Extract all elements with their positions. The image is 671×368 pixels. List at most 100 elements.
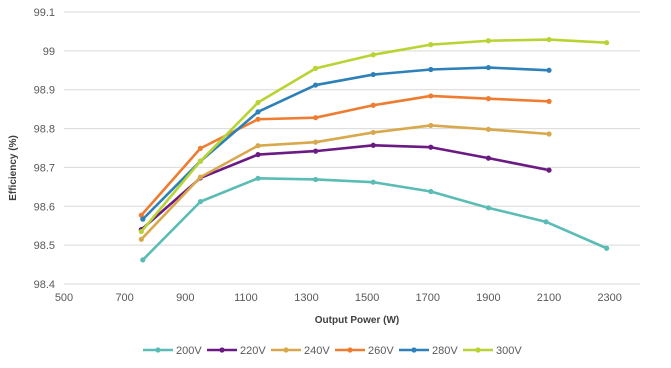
data-point [428, 188, 434, 195]
grid-lines [64, 11, 640, 285]
data-point [313, 82, 319, 88]
data-point [138, 228, 144, 235]
x-tick-label: 1300 [294, 292, 318, 304]
legend-label: 240V [304, 345, 330, 357]
legend-item: 260V [335, 345, 394, 357]
legend-item: 240V [271, 345, 330, 357]
legend-label: 200V [176, 345, 202, 357]
y-tick-label: 98.6 [34, 201, 55, 213]
data-point [370, 179, 376, 185]
series-line [141, 66, 551, 221]
data-point [313, 176, 319, 183]
legend-swatch-marker [155, 347, 161, 353]
data-point [313, 148, 319, 154]
y-tick-label: 99.1 [34, 7, 55, 19]
x-tick-label: 700 [115, 292, 133, 304]
data-point [313, 65, 319, 71]
data-point [140, 216, 146, 222]
y-axis-title: Efficiency (%) [8, 135, 19, 201]
x-axis-ticks: 500 700 900 1100 1300 1500 1700 1900 2100 2300 [55, 292, 622, 304]
legend-label: 280V [432, 345, 458, 357]
legend: 200V 220V 240V 260V 280V 300V [143, 345, 522, 357]
legend-label: 300V [496, 345, 522, 357]
y-tick-label: 98.8 [34, 124, 55, 136]
data-point [255, 99, 261, 106]
data-point [428, 66, 434, 73]
data-point [604, 245, 610, 251]
legend-label: 220V [240, 345, 266, 357]
data-point [197, 158, 204, 164]
x-tick-label: 1900 [476, 292, 500, 304]
legend-swatch-marker [411, 347, 417, 353]
y-tick-label: 98.4 [34, 279, 55, 291]
legend-swatch-marker [475, 347, 481, 353]
x-axis-title: Output Power (W) [315, 315, 399, 326]
data-point [255, 109, 261, 115]
data-point [485, 126, 492, 132]
data-point [485, 205, 492, 211]
data-point [255, 152, 261, 158]
data-point [138, 236, 144, 242]
data-point [370, 142, 376, 148]
legend-item: 280V [399, 345, 458, 357]
legend-swatch-marker [347, 347, 353, 353]
series-260V [138, 93, 552, 218]
data-point [370, 102, 376, 108]
series-220V [138, 142, 552, 233]
legend-swatch-marker [283, 347, 289, 353]
data-point [255, 143, 261, 149]
data-point [313, 139, 319, 145]
series-240V [138, 122, 552, 242]
data-point [546, 36, 552, 43]
data-point [543, 219, 549, 225]
series-line [140, 124, 551, 241]
series-line [140, 94, 551, 217]
data-point [428, 93, 434, 99]
series-200V [140, 175, 610, 263]
data-point [428, 122, 434, 129]
x-tick-label: 900 [176, 292, 194, 304]
y-axis-ticks: 98.4 98.5 98.6 98.7 98.8 98.9 99 99.1 [34, 7, 55, 291]
y-tick-label: 98.5 [34, 240, 55, 252]
data-point [604, 40, 610, 46]
data-point [546, 98, 552, 104]
data-point [546, 131, 552, 137]
x-tick-label: 2100 [537, 292, 561, 304]
data-point [255, 175, 261, 181]
data-point [255, 116, 261, 122]
data-point [370, 71, 376, 78]
data-point [546, 167, 552, 173]
data-point [485, 38, 492, 44]
data-point [313, 115, 319, 121]
legend-item: 220V [207, 345, 266, 357]
data-point [485, 155, 492, 161]
y-tick-label: 99 [43, 46, 55, 58]
y-tick-label: 98.7 [34, 162, 55, 174]
x-tick-label: 1500 [355, 292, 379, 304]
data-point [197, 174, 204, 180]
series-line [140, 143, 551, 231]
data-point [428, 144, 434, 150]
y-tick-label: 98.9 [34, 85, 55, 97]
data-point [370, 129, 376, 136]
x-tick-label: 500 [55, 292, 73, 304]
data-point [370, 52, 376, 58]
series-280V [140, 64, 552, 222]
data-point [428, 42, 434, 48]
legend-item: 200V [143, 345, 202, 357]
series-line [141, 177, 608, 262]
data-point [485, 96, 492, 102]
data-point [485, 64, 492, 71]
series-line [140, 38, 608, 233]
x-tick-label: 1700 [416, 292, 440, 304]
legend-swatch-marker [219, 347, 225, 353]
x-tick-label: 1100 [234, 292, 258, 304]
series-lines [138, 36, 610, 263]
data-point [197, 199, 204, 205]
legend-label: 260V [368, 345, 394, 357]
legend-item: 300V [463, 345, 522, 357]
data-point [140, 257, 146, 263]
data-point [197, 145, 204, 151]
